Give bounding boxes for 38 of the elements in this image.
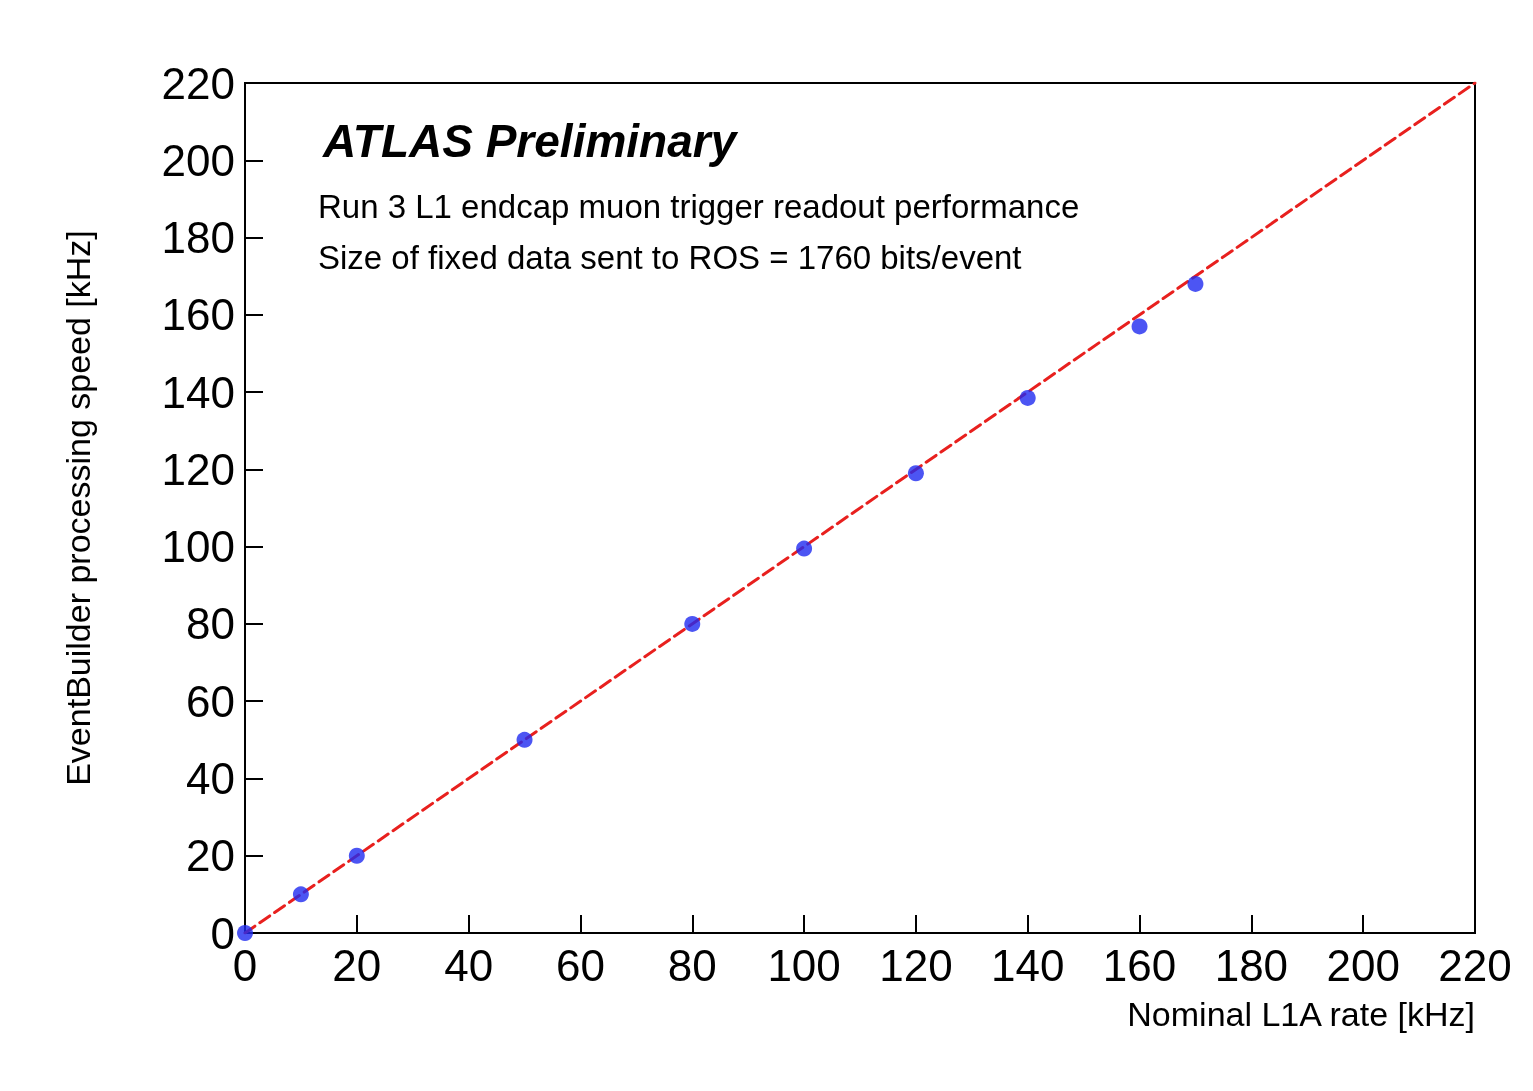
- x-tick-label: 220: [1438, 940, 1512, 990]
- point: [907, 465, 924, 482]
- point: [1019, 389, 1036, 406]
- point: [796, 540, 813, 557]
- point: [516, 731, 533, 748]
- y-tick-label: 220: [161, 58, 235, 108]
- x-tick-label: 180: [1214, 940, 1289, 990]
- point: [1131, 318, 1148, 335]
- x-tick-label: 20: [332, 940, 382, 990]
- y-tick-label: 60: [186, 676, 235, 726]
- text: ATLAS Preliminary: [322, 115, 739, 167]
- x-tick-label: 80: [667, 940, 717, 990]
- y-tick-label: 160: [161, 290, 235, 340]
- y-tick-label: 20: [186, 831, 235, 881]
- point: [684, 615, 701, 632]
- point: [348, 847, 365, 864]
- y-tick-label: 0: [210, 908, 235, 958]
- y-tick-label: 120: [161, 444, 235, 494]
- point: [292, 886, 309, 903]
- x-tick-label: 60: [555, 940, 605, 990]
- point: [237, 925, 253, 941]
- x-tick-label: 160: [1102, 940, 1177, 990]
- x-tick-label: 100: [767, 940, 841, 990]
- y-tick-label: 180: [161, 213, 235, 263]
- y-tick-label: 200: [161, 135, 235, 185]
- annotation: Run 3 L1 endcap muon trigger readout performance: [318, 188, 1080, 225]
- y-tick-label: 140: [161, 367, 235, 417]
- y-axis-title: EventBuilder processing speed [kHz]: [59, 230, 97, 786]
- y-tick-label: 100: [161, 522, 235, 572]
- x-tick-label: 200: [1326, 940, 1400, 990]
- x-tick-label: 140: [991, 940, 1065, 990]
- annotation: Size of fixed data sent to ROS = 1760 bits/event: [318, 239, 1022, 276]
- point: [1187, 275, 1204, 292]
- y-tick-label: 80: [186, 599, 235, 649]
- x-tick-label: 40: [444, 940, 494, 990]
- x-tick-label: 120: [879, 940, 953, 990]
- x-axis-title: Nominal L1A rate [kHz]: [1127, 995, 1475, 1033]
- y-tick-label: 40: [186, 753, 235, 803]
